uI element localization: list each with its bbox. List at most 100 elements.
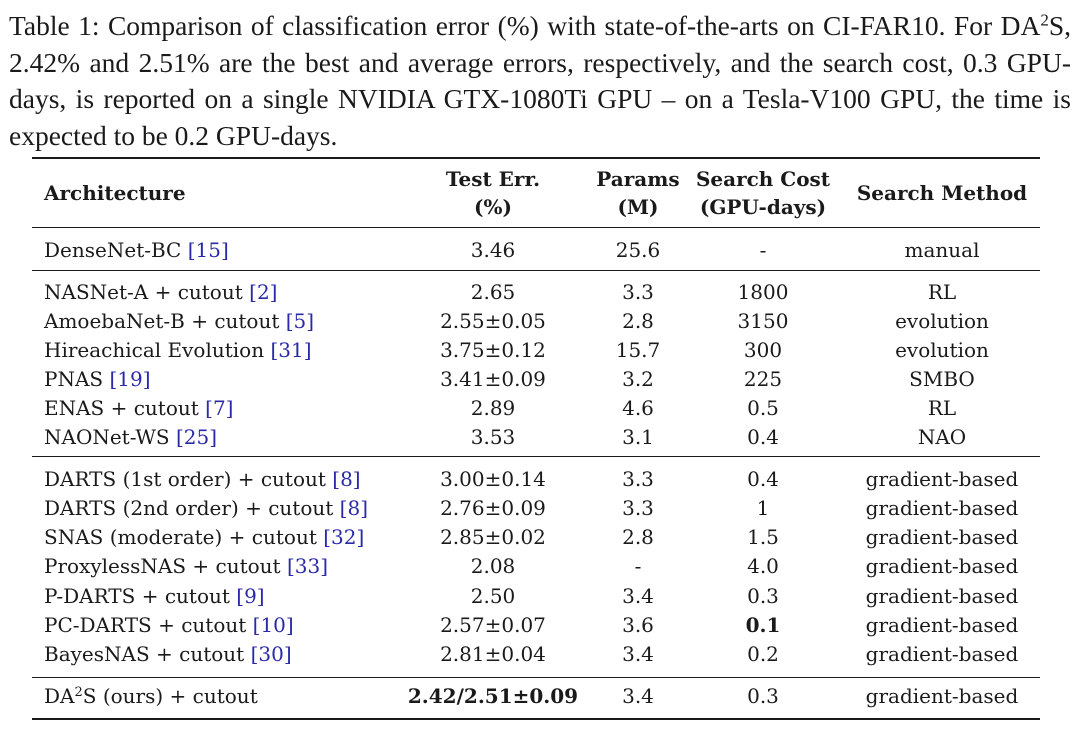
row-params: - bbox=[634, 554, 642, 578]
table-row: DARTS (2nd order) + cutout [8] 2.76±0.09 3… bbox=[0, 494, 1078, 523]
row-params: 3.4 bbox=[622, 642, 654, 666]
row-params: 3.6 bbox=[622, 613, 654, 637]
citation-link[interactable]: [33] bbox=[286, 554, 329, 578]
row-architecture: Hireachical Evolution [31] bbox=[44, 336, 312, 365]
header-test-err-line1: Test Err. bbox=[445, 167, 541, 191]
row-architecture: PNAS [19] bbox=[44, 365, 151, 394]
row-test-error: 3.00±0.14 bbox=[440, 467, 546, 491]
header-params-line1: Params bbox=[596, 167, 680, 191]
bottom-rule bbox=[32, 718, 1040, 720]
row-params: 2.8 bbox=[622, 309, 654, 333]
table-row: ENAS + cutout [7] 2.89 4.6 0.5 RL bbox=[0, 394, 1078, 423]
citation-link[interactable]: [30] bbox=[250, 642, 292, 666]
table-row: PNAS [19] 3.41±0.09 3.2 225 SMBO bbox=[0, 365, 1078, 394]
architecture-name: P-DARTS + cutout bbox=[44, 584, 237, 608]
row-architecture: DARTS (2nd order) + cutout [8] bbox=[44, 494, 368, 523]
row-architecture: BayesNAS + cutout [30] bbox=[44, 640, 292, 669]
header-params: Params (M) bbox=[590, 165, 686, 221]
row-architecture: ENAS + cutout [7] bbox=[44, 394, 234, 423]
citation-link[interactable]: [32] bbox=[323, 525, 365, 549]
header-test-err: Test Err. (%) bbox=[393, 165, 593, 221]
row-test-error: 2.89 bbox=[470, 396, 516, 420]
row-test-error: 2.65 bbox=[470, 280, 516, 304]
row-search-method: gradient-based bbox=[865, 554, 1019, 578]
caption-suffix: S, 2.42% and 2.51% are the best and aver… bbox=[9, 10, 1071, 151]
row-search-method: evolution bbox=[895, 309, 989, 333]
citation-link[interactable]: [9] bbox=[236, 584, 265, 608]
architecture-name: DenseNet-BC bbox=[44, 238, 188, 262]
row-test-error: 3.46 bbox=[470, 238, 516, 262]
row-search-cost: 0.3 bbox=[747, 584, 779, 608]
row-architecture: DARTS (1st order) + cutout [8] bbox=[44, 465, 361, 494]
citation-link[interactable]: [2] bbox=[249, 280, 278, 304]
citation-link[interactable]: [7] bbox=[205, 396, 234, 420]
header-cost-line1: Search Cost bbox=[695, 167, 831, 191]
architecture-name: ENAS + cutout bbox=[44, 396, 206, 420]
row-architecture: P-DARTS + cutout [9] bbox=[44, 582, 265, 611]
row-search-method: RL bbox=[927, 280, 957, 304]
header-search-cost: Search Cost (GPU-days) bbox=[690, 165, 836, 221]
table-row: AmoebaNet-B + cutout [5] 2.55±0.05 2.8 3150… bbox=[0, 307, 1078, 336]
row-search-cost: 300 bbox=[743, 338, 783, 362]
citation-link[interactable]: [8] bbox=[332, 467, 361, 491]
row-test-error: 2.85±0.02 bbox=[440, 525, 546, 549]
row-params: 3.4 bbox=[622, 584, 654, 608]
row-search-method: gradient-based bbox=[865, 525, 1019, 549]
row-params: 3.3 bbox=[622, 280, 654, 304]
table-caption: Table 1: Comparison of classification er… bbox=[9, 8, 1071, 154]
citation-link[interactable]: [5] bbox=[285, 309, 315, 333]
architecture-name: SNAS (moderate) + cutout bbox=[44, 525, 324, 549]
row-params: 3.1 bbox=[622, 425, 654, 449]
ours-name-prefix: DA bbox=[44, 684, 75, 708]
table-row: P-DARTS + cutout [9] 2.50 3.4 0.3 gradient-b… bbox=[0, 582, 1078, 611]
row-architecture: NASNet-A + cutout [2] bbox=[44, 278, 277, 307]
row-search-method: gradient-based bbox=[865, 467, 1019, 491]
row-architecture: NAONet-WS [25] bbox=[44, 423, 217, 452]
header-cost-line2: (GPU-days) bbox=[699, 195, 827, 219]
row-test-error: 2.55±0.05 bbox=[440, 309, 546, 333]
row-search-method: evolution bbox=[895, 338, 989, 362]
citation-link[interactable]: [19] bbox=[109, 367, 151, 391]
row-params: 2.8 bbox=[622, 525, 654, 549]
table-row-ours: DA2S (ours) + cutout 2.42/2.51±0.09 3.4 … bbox=[0, 682, 1078, 711]
row-search-method: gradient-based bbox=[865, 642, 1019, 666]
row-architecture: PC-DARTS + cutout [10] bbox=[44, 611, 294, 640]
row-params: 4.6 bbox=[622, 396, 654, 420]
row-search-method: manual bbox=[904, 238, 980, 262]
architecture-name: DARTS (2nd order) + cutout bbox=[44, 496, 340, 520]
row-params: 15.7 bbox=[615, 338, 661, 362]
row-architecture: DenseNet-BC [15] bbox=[44, 236, 229, 265]
table-row: NAONet-WS [25] 3.53 3.1 0.4 NAO bbox=[0, 423, 1078, 452]
table-row: ProxylessNAS + cutout [33] 2.08 - 4.0 gradie… bbox=[0, 552, 1078, 581]
ours-search-method: gradient-based bbox=[865, 684, 1019, 708]
row-search-cost: 1 bbox=[756, 496, 770, 520]
architecture-name: AmoebaNet-B + cutout bbox=[44, 309, 286, 333]
group-rule-2 bbox=[32, 456, 1040, 457]
header-architecture: Architecture bbox=[44, 181, 186, 205]
row-test-error: 2.08 bbox=[470, 554, 516, 578]
ours-test-error: 2.42/2.51±0.09 bbox=[407, 684, 579, 708]
top-rule bbox=[32, 157, 1040, 159]
header-test-err-line2: (%) bbox=[474, 195, 512, 219]
row-search-cost: 1.5 bbox=[747, 525, 779, 549]
ours-name-suffix: S (ours) + cutout bbox=[82, 684, 258, 708]
header-params-line2: (M) bbox=[617, 195, 659, 219]
citation-link[interactable]: [31] bbox=[270, 338, 312, 362]
citation-link[interactable]: [10] bbox=[252, 613, 294, 637]
architecture-name: PC-DARTS + cutout bbox=[44, 613, 253, 637]
table-row: NASNet-A + cutout [2] 2.65 3.3 1800 RL bbox=[0, 278, 1078, 307]
table-row: BayesNAS + cutout [30] 2.81±0.04 3.4 0.2 gra… bbox=[0, 640, 1078, 669]
architecture-name: NAONet-WS bbox=[44, 425, 176, 449]
row-search-method: NAO bbox=[917, 425, 967, 449]
ours-search-cost: 0.3 bbox=[747, 684, 779, 708]
citation-link[interactable]: [8] bbox=[339, 496, 369, 520]
table-row: Hireachical Evolution [31] 3.75±0.12 15.7 3… bbox=[0, 336, 1078, 365]
citation-link[interactable]: [15] bbox=[187, 238, 229, 262]
row-test-error: 2.57±0.07 bbox=[440, 613, 546, 637]
row-search-method: gradient-based bbox=[865, 496, 1019, 520]
row-search-method: RL bbox=[927, 396, 957, 420]
row-search-cost: - bbox=[759, 238, 767, 262]
group-rule-1 bbox=[32, 270, 1040, 271]
citation-link[interactable]: [25] bbox=[176, 425, 218, 449]
row-search-cost: 3150 bbox=[737, 309, 789, 333]
